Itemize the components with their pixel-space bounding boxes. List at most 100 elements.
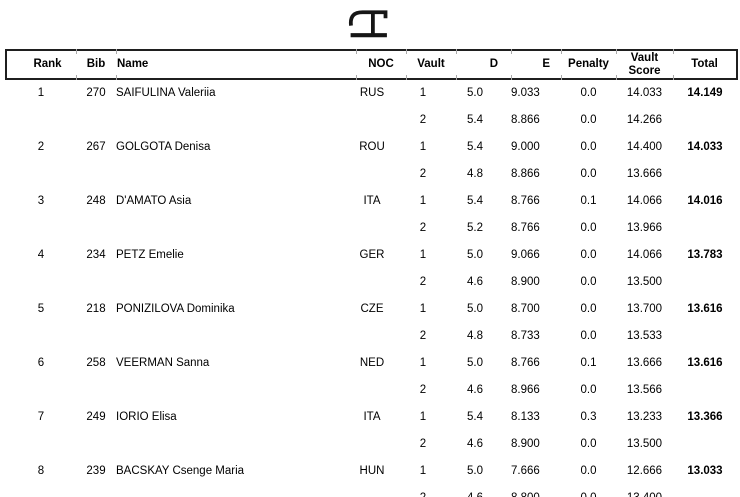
penalty-cell: 0.0 bbox=[580, 437, 597, 450]
noc-cell: NED bbox=[359, 356, 385, 369]
bib-cell-empty bbox=[76, 430, 116, 457]
total-cell-empty bbox=[673, 214, 737, 241]
table-row-vault-1: 8 239 BACSKAY Csenge Maria HUN 1 5.0 7.6… bbox=[6, 457, 737, 484]
total-cell: 13.033 bbox=[687, 464, 723, 477]
d-score-cell: 4.8 bbox=[467, 167, 483, 180]
vault-score-cell: 13.500 bbox=[626, 275, 663, 288]
e-score-cell: 8.900 bbox=[511, 275, 540, 288]
name-cell: BACSKAY Csenge Maria bbox=[116, 464, 245, 477]
vault-number-cell: 1 bbox=[419, 410, 427, 423]
vault-number-cell: 2 bbox=[419, 167, 427, 180]
header-noc: NOC bbox=[356, 49, 406, 81]
penalty-cell: 0.0 bbox=[580, 383, 597, 396]
bib-cell: 218 bbox=[86, 302, 106, 315]
name-cell: GOLGOTA Denisa bbox=[116, 140, 211, 153]
d-score-cell: 4.6 bbox=[467, 437, 483, 450]
header-total: Total bbox=[673, 49, 738, 81]
e-score-cell: 8.866 bbox=[511, 167, 540, 180]
noc-cell-empty bbox=[356, 214, 406, 241]
bib-cell-empty bbox=[76, 376, 116, 403]
rank-cell-empty bbox=[6, 106, 76, 133]
name-cell: SAIFULINA Valeriia bbox=[116, 87, 216, 99]
vault-score-cell: 13.500 bbox=[626, 437, 663, 450]
d-score-cell: 5.0 bbox=[467, 356, 483, 369]
vault-number-cell: 2 bbox=[419, 329, 427, 342]
name-cell-empty bbox=[116, 160, 356, 187]
bib-cell-empty bbox=[76, 484, 116, 497]
rank-cell-empty bbox=[6, 160, 76, 187]
table-row-vault-1: 7 249 IORIO Elisa ITA 1 5.4 8.133 0.3 13… bbox=[6, 403, 737, 430]
name-cell-empty bbox=[116, 322, 356, 349]
vault-number-cell: 2 bbox=[419, 113, 427, 126]
penalty-cell: 0.1 bbox=[580, 194, 597, 207]
rank-cell: 6 bbox=[37, 356, 45, 369]
vault-score-cell: 14.266 bbox=[626, 113, 663, 126]
d-score-cell: 5.0 bbox=[467, 248, 483, 261]
table-row-vault-1: 1 270 SAIFULINA Valeriia RUS 1 5.0 9.033… bbox=[6, 79, 737, 106]
vault-score-cell: 13.666 bbox=[626, 167, 663, 180]
noc-cell: GER bbox=[359, 248, 385, 261]
d-score-cell: 5.4 bbox=[467, 140, 483, 153]
vault-number-cell: 2 bbox=[419, 221, 427, 234]
vault-number-cell: 1 bbox=[419, 302, 427, 315]
table-row-vault-2: 2 4.8 8.733 0.0 13.533 bbox=[6, 322, 737, 349]
vault-score-cell: 13.400 bbox=[616, 484, 673, 497]
bib-cell-empty bbox=[76, 106, 116, 133]
d-score-cell: 4.6 bbox=[467, 275, 483, 288]
table-row-vault-2: 2 4.6 8.900 0.0 13.500 bbox=[6, 430, 737, 457]
total-cell-empty bbox=[673, 376, 737, 403]
rank-cell-empty bbox=[6, 430, 76, 457]
header-vault-score-line1: Vault bbox=[630, 52, 659, 65]
total-cell-empty bbox=[673, 430, 737, 457]
total-cell: 13.616 bbox=[687, 302, 723, 315]
name-cell-empty bbox=[116, 214, 356, 241]
e-score-cell: 8.766 bbox=[511, 194, 540, 207]
penalty-cell: 0.0 bbox=[580, 302, 597, 315]
rank-cell: 4 bbox=[37, 248, 45, 261]
noc-cell: ITA bbox=[363, 410, 381, 423]
e-score-cell: 8.700 bbox=[511, 302, 540, 315]
table-row-vault-1: 6 258 VEERMAN Sanna NED 1 5.0 8.766 0.1 … bbox=[6, 349, 737, 376]
name-cell: D'AMATO Asia bbox=[116, 194, 192, 207]
vault-score-cell: 13.233 bbox=[626, 410, 663, 423]
vault-number-cell: 2 bbox=[419, 437, 427, 450]
e-score-cell: 7.666 bbox=[511, 464, 540, 477]
vault-score-cell: 13.566 bbox=[626, 383, 663, 396]
name-cell: IORIO Elisa bbox=[116, 410, 177, 423]
noc-cell: ROU bbox=[359, 140, 385, 153]
bib-cell: 234 bbox=[86, 248, 106, 261]
penalty-cell: 0.0 bbox=[580, 221, 597, 234]
table-header: Rank Bib Name NOC Vault D E Penalty Vaul… bbox=[5, 49, 738, 81]
rank-cell-empty bbox=[6, 322, 76, 349]
penalty-cell: 0.3 bbox=[580, 410, 597, 423]
header-rank: Rank bbox=[5, 49, 76, 80]
bib-cell: 248 bbox=[86, 194, 106, 207]
noc-cell-empty bbox=[356, 160, 406, 187]
penalty-cell: 0.0 bbox=[580, 140, 597, 153]
e-score-cell: 8.133 bbox=[511, 410, 540, 423]
rank-cell: 5 bbox=[37, 302, 45, 315]
total-cell: 14.149 bbox=[687, 87, 723, 99]
vault-number-cell: 1 bbox=[419, 356, 427, 369]
penalty-cell: 0.0 bbox=[561, 484, 616, 497]
e-score-cell: 8.966 bbox=[511, 383, 540, 396]
total-cell-empty bbox=[673, 160, 737, 187]
e-score-cell: 8.766 bbox=[511, 221, 540, 234]
bib-cell-empty bbox=[76, 268, 116, 295]
bib-cell-empty bbox=[76, 160, 116, 187]
total-cell-empty bbox=[673, 484, 737, 497]
rank-cell: 2 bbox=[37, 140, 45, 153]
noc-cell-empty bbox=[356, 484, 406, 497]
d-score-cell: 5.0 bbox=[467, 87, 483, 99]
e-score-cell: 8.733 bbox=[511, 329, 540, 342]
rank-cell-empty bbox=[6, 214, 76, 241]
name-cell-empty bbox=[116, 376, 356, 403]
noc-cell-empty bbox=[356, 106, 406, 133]
vault-number-cell: 2 bbox=[419, 383, 427, 396]
name-cell: PETZ Emelie bbox=[116, 248, 184, 261]
header-e-score: E bbox=[511, 49, 561, 81]
table-row-vault-2: 2 4.8 8.866 0.0 13.666 bbox=[6, 160, 737, 187]
table-row-vault-1: 4 234 PETZ Emelie GER 1 5.0 9.066 0.0 14… bbox=[6, 241, 737, 268]
penalty-cell: 0.0 bbox=[580, 248, 597, 261]
vault-score-cell: 14.066 bbox=[626, 248, 663, 261]
